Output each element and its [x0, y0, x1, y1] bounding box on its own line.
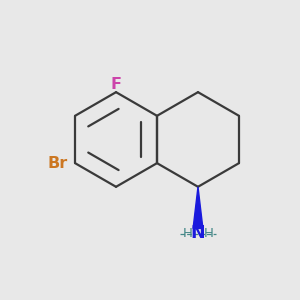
Text: H: H: [204, 227, 213, 240]
Text: Br: Br: [47, 156, 67, 171]
Polygon shape: [193, 187, 203, 228]
Text: H: H: [182, 227, 192, 240]
Text: N: N: [191, 224, 205, 242]
Text: F: F: [110, 77, 122, 92]
